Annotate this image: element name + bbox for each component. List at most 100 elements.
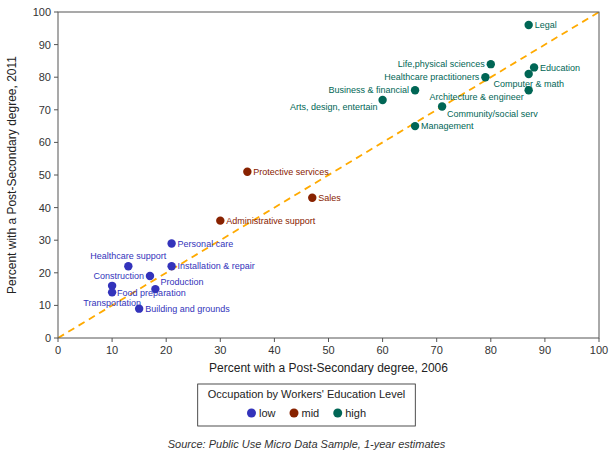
legend-label: mid bbox=[301, 407, 319, 419]
x-tick bbox=[220, 338, 221, 342]
scatter-point bbox=[524, 70, 532, 78]
scatter-point bbox=[411, 86, 419, 94]
x-tick bbox=[490, 338, 491, 342]
point-label: Building and grounds bbox=[145, 304, 230, 314]
point-label: Business & financial bbox=[329, 85, 410, 95]
scatter-point bbox=[108, 288, 116, 296]
x-tick bbox=[544, 338, 545, 342]
y-tick-label: 40 bbox=[39, 202, 51, 214]
x-tick bbox=[274, 338, 275, 342]
chart: 0 10 20 30 40 50 60 70 80 90 100 0 10 20 30 40 50 60 70 80 9… bbox=[0, 0, 613, 457]
point-label: Legal bbox=[535, 20, 557, 30]
scatter-point bbox=[378, 96, 386, 104]
point-label: Healthcare support bbox=[90, 251, 167, 261]
x-tick bbox=[58, 338, 59, 342]
y-tick-label: 30 bbox=[39, 234, 51, 246]
x-tick-label: 90 bbox=[539, 344, 551, 356]
source-note: Source: Public Use Micro Data Sample, 1-… bbox=[168, 438, 446, 450]
point-label: Healthcare practitioners bbox=[384, 72, 480, 82]
x-tick bbox=[599, 338, 600, 342]
scatter-point bbox=[124, 262, 132, 270]
y-tick bbox=[54, 77, 58, 78]
scatter-point bbox=[487, 60, 495, 68]
legend: Occupation by Workers' Education Level lo… bbox=[198, 384, 416, 426]
y-tick bbox=[54, 338, 58, 339]
background bbox=[0, 0, 613, 457]
point-label: Computer & math bbox=[493, 79, 564, 89]
x-tick-label: 20 bbox=[160, 344, 172, 356]
x-tick-label: 70 bbox=[431, 344, 443, 356]
legend-label: low bbox=[259, 407, 276, 419]
x-tick-label: 40 bbox=[268, 344, 280, 356]
point-label: Construction bbox=[93, 271, 144, 281]
y-tick bbox=[54, 175, 58, 176]
scatter-point bbox=[216, 216, 224, 224]
legend-marker bbox=[247, 409, 256, 418]
x-tick-label: 80 bbox=[485, 344, 497, 356]
scatter-point bbox=[167, 262, 175, 270]
legend-marker bbox=[333, 409, 342, 418]
y-tick bbox=[54, 12, 58, 13]
point-label: Arts, design, entertain bbox=[290, 102, 378, 112]
y-tick-label: 60 bbox=[39, 136, 51, 148]
point-labels: Personal care Healthcare support Installat… bbox=[83, 20, 580, 314]
y-tick-label: 80 bbox=[39, 71, 51, 83]
x-tick-label: 60 bbox=[376, 344, 388, 356]
x-tick-label: 50 bbox=[322, 344, 334, 356]
x-tick-label: 10 bbox=[106, 344, 118, 356]
scatter-point bbox=[308, 194, 316, 202]
legend-marker bbox=[289, 409, 298, 418]
scatter-point bbox=[243, 168, 251, 176]
y-tick bbox=[54, 109, 58, 110]
legend-label: high bbox=[345, 407, 366, 419]
legend-frame bbox=[198, 384, 416, 426]
y-tick-label: 10 bbox=[39, 299, 51, 311]
x-tick-label: 100 bbox=[590, 344, 608, 356]
point-label: Life,physical sciences bbox=[398, 59, 486, 69]
y-tick bbox=[54, 142, 58, 143]
y-axis-label: Percent with a Post-Secondary degree, 20… bbox=[5, 56, 19, 294]
scatter-point bbox=[167, 239, 175, 247]
point-label: Community/social serv bbox=[447, 109, 538, 119]
point-label: Sales bbox=[318, 193, 341, 203]
point-label: Administrative support bbox=[226, 216, 316, 226]
point-label: Production bbox=[160, 277, 203, 287]
axes: 0 10 20 30 40 50 60 70 80 90 100 0 10 20 30 40 50 60 70 80 9… bbox=[5, 6, 608, 375]
y-tick-label: 100 bbox=[33, 6, 51, 18]
point-label: Food preparation bbox=[117, 288, 186, 298]
y-tick bbox=[54, 240, 58, 241]
reference-line bbox=[58, 12, 599, 338]
scatter-point bbox=[411, 122, 419, 130]
point-label: Education bbox=[540, 63, 580, 73]
x-tick-label: 30 bbox=[214, 344, 226, 356]
x-tick bbox=[382, 338, 383, 342]
x-tick-label: 0 bbox=[55, 344, 61, 356]
x-tick bbox=[112, 338, 113, 342]
x-tick bbox=[166, 338, 167, 342]
point-label: Protective services bbox=[253, 167, 329, 177]
y-tick bbox=[54, 272, 58, 273]
y-tick-label: 50 bbox=[39, 169, 51, 181]
x-axis-label: Percent with a Post-Secondary degree, 20… bbox=[209, 361, 448, 375]
plot-frame bbox=[58, 12, 599, 338]
scatter-point bbox=[481, 73, 489, 81]
y-tick-label: 20 bbox=[39, 267, 51, 279]
scatter-point bbox=[146, 272, 154, 280]
point-label: Management bbox=[421, 121, 474, 131]
y-tick-label: 90 bbox=[39, 39, 51, 51]
scatter-point bbox=[530, 63, 538, 71]
y-tick bbox=[54, 44, 58, 45]
y-tick bbox=[54, 305, 58, 306]
y-tick bbox=[54, 207, 58, 208]
x-tick bbox=[328, 338, 329, 342]
plot-marks bbox=[58, 12, 599, 338]
point-label: Transportation bbox=[83, 298, 141, 308]
legend-title: Occupation by Workers' Education Level bbox=[208, 388, 406, 400]
y-tick-label: 70 bbox=[39, 104, 51, 116]
y-tick-label: 0 bbox=[45, 332, 51, 344]
point-label: Personal care bbox=[178, 239, 234, 249]
x-tick bbox=[436, 338, 437, 342]
point-label: Installation & repair bbox=[178, 261, 255, 271]
scatter-point bbox=[438, 102, 446, 110]
point-label: Architecture & engineer bbox=[430, 92, 524, 102]
